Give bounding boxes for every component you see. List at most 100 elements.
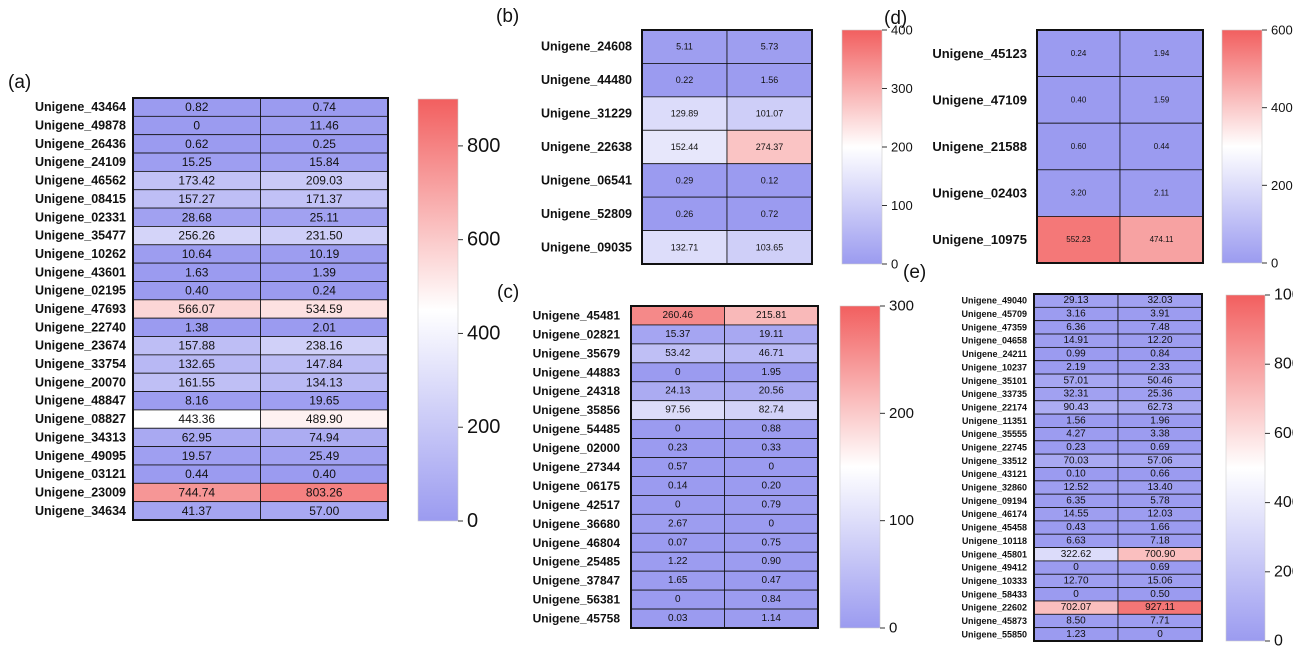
cell-value-label: 25.36 xyxy=(1147,389,1172,400)
cell-value-label: 0 xyxy=(675,424,681,435)
cell-value-label: 134.13 xyxy=(306,375,343,389)
cell-value-label: 3.20 xyxy=(1071,189,1087,198)
row-label: Unigene_20070 xyxy=(35,375,126,389)
colorbar-tick-label: 200 xyxy=(467,416,500,438)
heatmap-border xyxy=(630,305,819,629)
colorbar-tick-label: 400 xyxy=(467,322,500,344)
row-label: Unigene_43464 xyxy=(35,100,126,114)
colorbar-tick-label: 0 xyxy=(467,510,478,532)
row-label: Unigene_10262 xyxy=(35,247,126,261)
cell-value-label: 46.71 xyxy=(759,348,784,359)
cell-value-label: 173.42 xyxy=(178,174,215,188)
cell-value-label: 0 xyxy=(1073,589,1079,600)
cell-value-label: 0.40 xyxy=(185,284,209,298)
cell-value-label: 215.81 xyxy=(756,310,787,321)
row-label: Unigene_09035 xyxy=(541,240,632,254)
cell-value-label: 8.50 xyxy=(1066,615,1086,626)
row-label: Unigene_02821 xyxy=(533,327,621,341)
cell-value-label: 5.11 xyxy=(676,42,693,52)
row-label: Unigene_45709 xyxy=(961,309,1027,319)
row-label: Unigene_03121 xyxy=(35,467,126,481)
cell-value-label: 260.46 xyxy=(662,310,693,321)
cell-value-label: 0.84 xyxy=(762,594,782,605)
colorbar-tick-label: 0 xyxy=(889,620,897,637)
cell-value-label: 238.16 xyxy=(306,339,343,353)
cell-value-label: 0.44 xyxy=(185,467,209,481)
cell-value-label: 0.50 xyxy=(1150,589,1170,600)
row-label: Unigene_27344 xyxy=(533,460,621,474)
heatmap-border xyxy=(1036,29,1204,264)
row-label: Unigene_09194 xyxy=(961,496,1027,506)
cell-value-label: 0.44 xyxy=(1154,142,1170,151)
cell-value-label: 1.38 xyxy=(185,320,209,334)
cell-value-label: 14.91 xyxy=(1063,335,1088,346)
row-label: Unigene_32860 xyxy=(961,483,1027,493)
cell-value-label: 0.72 xyxy=(761,209,779,219)
cell-value-label: 29.13 xyxy=(1063,295,1088,306)
cell-value-label: 1.63 xyxy=(185,265,209,279)
colorbar-tick-label: 400 xyxy=(1274,494,1293,511)
cell-value-label: 0.60 xyxy=(1071,142,1087,151)
colorbar-tick-label: 300 xyxy=(891,81,913,96)
cell-value-label: 15.25 xyxy=(182,155,212,169)
cell-value-label: 274.37 xyxy=(756,142,784,152)
cell-value-label: 534.59 xyxy=(306,302,343,316)
cell-value-label: 10.19 xyxy=(309,247,339,261)
row-label: Unigene_24318 xyxy=(533,384,621,398)
cell-value-label: 2.11 xyxy=(1154,189,1170,198)
cell-value-label: 19.11 xyxy=(759,329,784,340)
heatmap-d: 0.24 1.94 0.40 1.59 0.60 0.44 3.20 2.11 552.23 47… xyxy=(932,23,1292,271)
row-label: Unigene_24608 xyxy=(541,40,632,54)
cell-value-label: 0.99 xyxy=(1066,349,1086,360)
row-label: Unigene_46804 xyxy=(533,536,621,550)
row-label: Unigene_47693 xyxy=(35,302,126,316)
panel-label-b: (b) xyxy=(496,6,520,27)
heatmap-cell xyxy=(641,230,728,265)
cell-value-label: 1.94 xyxy=(1154,49,1170,58)
cell-value-label: 53.42 xyxy=(665,348,690,359)
cell-value-label: 32.31 xyxy=(1063,389,1088,400)
cell-value-label: 744.74 xyxy=(178,485,215,499)
row-label: Unigene_45758 xyxy=(533,612,621,626)
colorbar-tick-label: 100 xyxy=(889,512,914,529)
row-label: Unigene_46562 xyxy=(35,174,126,188)
row-label: Unigene_54485 xyxy=(533,422,621,436)
row-label: Unigene_44883 xyxy=(533,365,621,379)
cell-value-label: 552.23 xyxy=(1066,235,1091,244)
cell-value-label: 0.14 xyxy=(668,480,688,491)
heatmap-cell xyxy=(1119,76,1204,124)
cell-value-label: 12.03 xyxy=(1147,509,1172,520)
cell-value-label: 101.07 xyxy=(756,109,784,119)
cell-value-label: 0.69 xyxy=(1150,442,1170,453)
colorbar xyxy=(841,29,883,265)
cell-value-label: 157.88 xyxy=(178,339,215,353)
cell-value-label: 25.49 xyxy=(309,449,339,463)
cell-value-label: 0 xyxy=(675,367,681,378)
cell-value-label: 11.46 xyxy=(310,119,339,133)
cell-value-label: 3.38 xyxy=(1150,429,1170,440)
cell-value-label: 1.56 xyxy=(761,75,779,85)
row-label: Unigene_45801 xyxy=(961,549,1027,559)
row-label: Unigene_22745 xyxy=(961,442,1027,452)
row-label: Unigene_52809 xyxy=(541,207,632,221)
row-label: Unigene_48847 xyxy=(35,394,126,408)
cell-value-label: 3.91 xyxy=(1150,309,1170,320)
cell-value-label: 103.65 xyxy=(756,242,784,252)
cell-value-label: 74.94 xyxy=(309,430,339,444)
cell-value-label: 157.27 xyxy=(178,192,215,206)
colorbar-tick-label: 1000 xyxy=(1274,287,1293,304)
cell-value-label: 25.11 xyxy=(310,210,339,224)
row-label: Unigene_42517 xyxy=(533,498,621,512)
cell-value-label: 12.52 xyxy=(1063,482,1088,493)
cell-value-label: 566.07 xyxy=(178,302,215,316)
row-label: Unigene_45481 xyxy=(533,308,621,322)
row-label: Unigene_45873 xyxy=(961,616,1027,626)
cell-value-label: 0.10 xyxy=(1066,469,1086,480)
heatmap-border xyxy=(1033,293,1203,642)
panel-label-c: (c) xyxy=(497,282,520,303)
row-label: Unigene_31229 xyxy=(541,107,632,121)
cell-value-label: 0.24 xyxy=(1071,49,1087,58)
colorbar-tick-label: 600 xyxy=(467,229,500,251)
row-label: Unigene_25485 xyxy=(533,555,621,569)
cell-value-label: 171.37 xyxy=(306,192,343,206)
